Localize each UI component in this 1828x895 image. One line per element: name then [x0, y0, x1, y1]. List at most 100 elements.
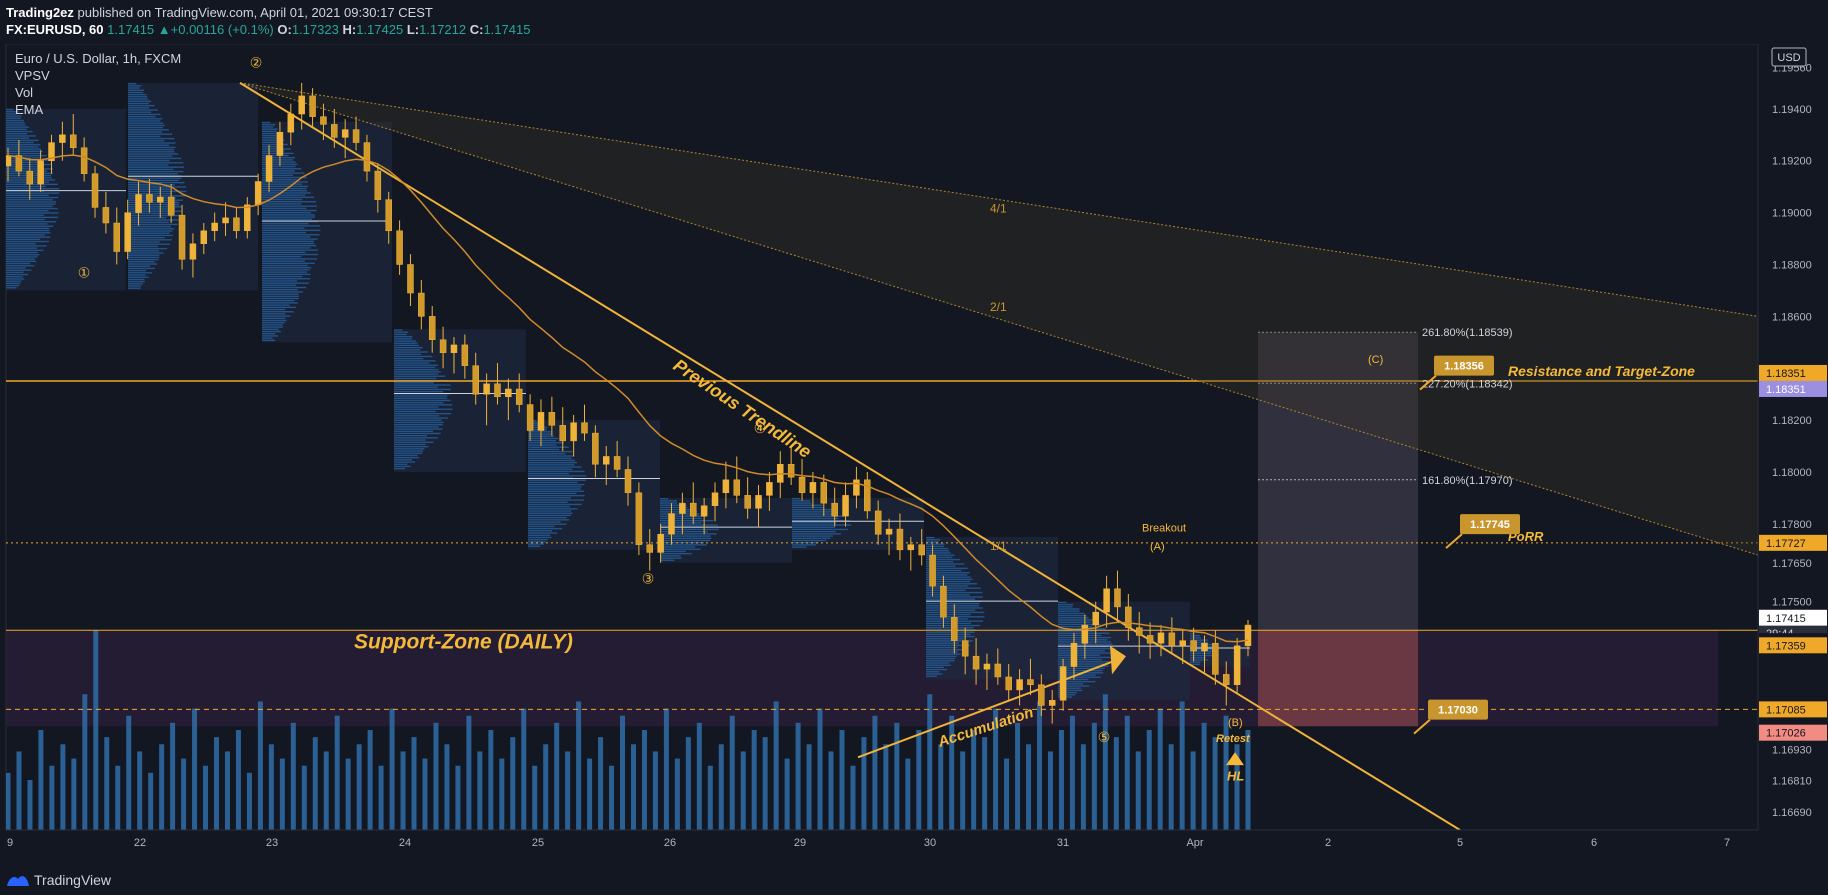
vp-row	[128, 129, 169, 131]
vp-row	[128, 102, 149, 105]
x-tick-label: 2	[1325, 837, 1331, 849]
vp-row	[262, 271, 308, 273]
vp-row	[262, 187, 307, 190]
study-vpsv[interactable]: VPSV	[15, 68, 50, 83]
vp-row	[262, 267, 312, 269]
study-ema[interactable]: EMA	[15, 102, 44, 117]
vp-row	[128, 109, 158, 111]
volume-bar	[554, 722, 560, 830]
volume-bar	[960, 751, 966, 830]
vp-row	[926, 580, 971, 583]
vp-row	[926, 550, 950, 552]
vp-row	[528, 501, 568, 503]
price-label-bg	[1759, 724, 1827, 741]
vp-row	[1190, 661, 1201, 663]
vp-row	[262, 322, 285, 324]
vp-row	[926, 554, 955, 556]
vp-row	[660, 530, 708, 533]
volume-bar	[828, 751, 834, 830]
vp-row	[792, 506, 824, 509]
candle-body	[200, 230, 208, 244]
vp-row	[128, 133, 173, 135]
vp-row	[1058, 650, 1105, 652]
vp-row	[262, 302, 298, 304]
vp-row	[926, 576, 971, 578]
vp-row	[926, 605, 980, 607]
candle-body	[439, 339, 447, 353]
vp-row	[926, 561, 954, 563]
vp-row	[926, 552, 951, 554]
candle-body	[157, 196, 164, 203]
volume-bar	[444, 744, 450, 830]
symbol-name[interactable]: FX:EURUSD, 60	[6, 22, 104, 37]
vp-row	[528, 536, 552, 539]
vp-row	[262, 251, 306, 254]
candle-body	[124, 212, 131, 252]
hl-triangle-icon	[1226, 752, 1244, 766]
volume-bar	[1223, 715, 1229, 830]
y-tick-label: 1.16810	[1772, 776, 1812, 788]
vp-row	[792, 511, 835, 513]
vp-row	[262, 339, 276, 342]
vp-row	[6, 282, 21, 285]
vp-row	[792, 508, 832, 511]
candle-body	[907, 544, 915, 551]
candle-body	[91, 173, 99, 208]
vp-row	[528, 475, 587, 477]
vp-row	[128, 98, 148, 100]
candle-body	[113, 222, 121, 252]
vp-row	[262, 209, 317, 212]
vp-row	[394, 456, 420, 459]
vp-row	[660, 502, 678, 504]
currency-badge[interactable]	[1771, 47, 1807, 67]
vp-row	[6, 234, 45, 236]
symbol-legend[interactable]: Euro / U.S. Dollar, 1h, FXCM	[15, 51, 182, 66]
vp-row	[926, 644, 970, 647]
vp-row	[528, 446, 569, 448]
volume-bar	[115, 765, 121, 830]
vp-row	[394, 388, 451, 391]
author-name[interactable]: Trading2ez	[6, 5, 74, 20]
vp-row	[660, 504, 687, 506]
vp-row	[394, 448, 425, 450]
vp-row	[6, 117, 21, 120]
ema-line	[7, 154, 1249, 643]
vp-row	[926, 539, 941, 541]
vp-row	[660, 539, 711, 542]
chart-area[interactable]: Previous Trendline Resistance and Target-…	[0, 43, 1828, 865]
candle-body	[635, 492, 643, 545]
vp-row	[394, 331, 409, 333]
candle-body	[646, 544, 654, 553]
volume-bar	[433, 722, 439, 830]
vp-row	[262, 198, 303, 201]
y-tick-label: 1.16930	[1772, 745, 1812, 757]
vp-row	[262, 150, 285, 152]
vp-row	[6, 146, 39, 148]
vp-row	[394, 368, 439, 371]
candle-body	[1016, 679, 1023, 691]
vp-row	[394, 375, 446, 377]
publish-date: published on TradingView.com, April 01, …	[77, 5, 433, 20]
volume-bar	[707, 765, 713, 830]
y-tick-label: 1.17650	[1772, 558, 1812, 570]
study-vol[interactable]: Vol	[15, 85, 34, 100]
vp-row	[128, 87, 140, 89]
vp-row	[1058, 656, 1117, 659]
vp-row	[528, 512, 573, 514]
volume-bar	[510, 737, 516, 830]
vp-row	[660, 519, 714, 522]
price-label-bg	[1759, 609, 1827, 626]
vp-row	[6, 128, 27, 131]
vp-row	[6, 240, 49, 243]
volume-bar	[861, 737, 867, 830]
callout-box	[1428, 699, 1488, 720]
price-chart[interactable]: Previous Trendline Resistance and Target-…	[0, 43, 1828, 865]
low-value: 1.17212	[419, 22, 467, 37]
vp-row	[262, 181, 308, 183]
candle-body	[624, 469, 632, 494]
candle-body	[787, 463, 795, 478]
hl-label: HL	[1227, 769, 1244, 784]
candle-body	[515, 388, 523, 405]
tradingview-brand[interactable]: TradingView	[34, 872, 112, 888]
vp-row	[6, 232, 51, 234]
